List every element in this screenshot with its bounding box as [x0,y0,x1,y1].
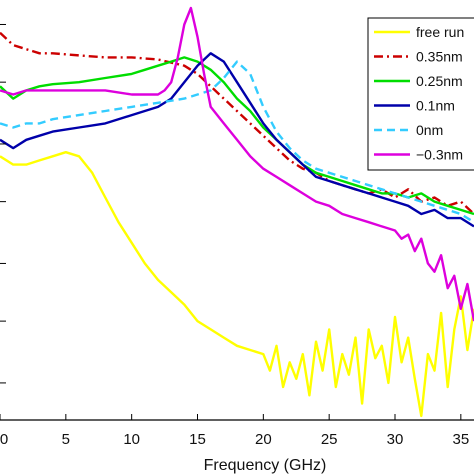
x-tick-label: 5 [62,431,70,448]
x-tick-label: 20 [255,431,272,448]
legend-label-0nm: 0nm [416,122,443,138]
legend-label-free-run: free run [416,24,464,40]
legend: free run 0.35nm 0.25nm 0.1nm 0nm −0.3nm [367,17,474,171]
legend-label-0-35nm: 0.35nm [416,49,463,65]
x-tick-label: 0 [0,431,8,448]
x-tick-label: 35 [452,431,469,448]
series-line-4 [0,52,474,228]
x-ticks: 0 5 10 15 20 25 30 35 [0,414,469,448]
x-axis-label: Frequency (GHz) [204,457,327,474]
x-tick-label: 15 [189,431,206,448]
series-line-1 [0,150,474,418]
series-layer [0,6,474,418]
x-tick-label: 25 [321,431,338,448]
legend-label-0-25nm: 0.25nm [416,73,463,89]
legend-label-0-3nm: −0.3nm [416,147,463,163]
x-tick-label: 30 [387,431,404,448]
series-line-2 [0,31,474,215]
legend-label-0-1nm: 0.1nm [416,98,455,114]
y-ticks [0,23,6,384]
series-line-3 [0,56,474,216]
legend-box [367,17,474,171]
x-tick-label: 10 [123,431,140,448]
series-line-6 [0,6,474,322]
series-line-5 [0,60,474,224]
